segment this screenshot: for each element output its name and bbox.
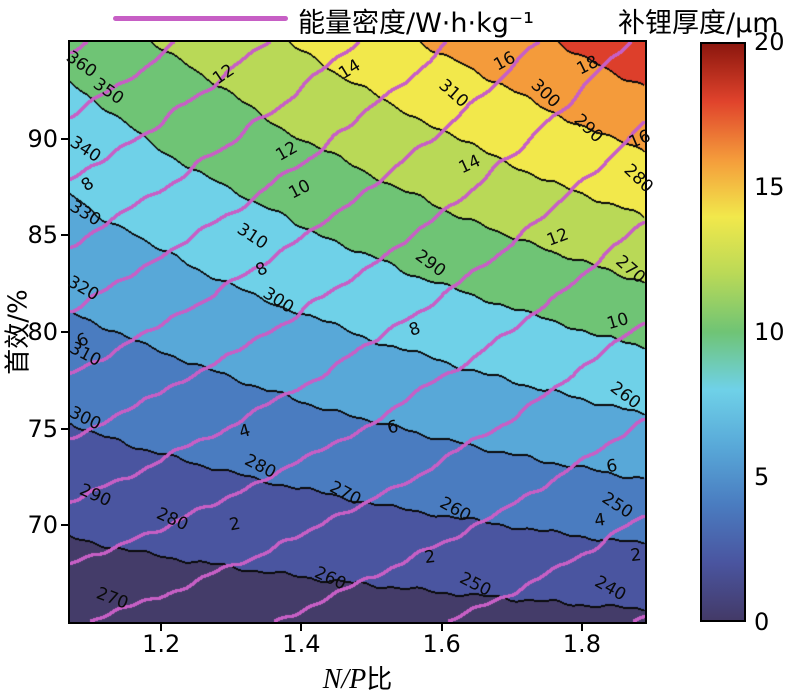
y-tick-label: 70 bbox=[27, 511, 58, 540]
colorbar-gradient bbox=[700, 42, 746, 622]
energy-contour-label: 320 bbox=[64, 272, 103, 306]
contour-plot: 8 12 14 16 18 16 12 10 14 12 8 10 8 6 6 4 6 4 2 2 2 360 350 340… bbox=[62, 40, 657, 624]
x-axis-title-np: N/P bbox=[322, 664, 367, 695]
energy-contour-label: 280 bbox=[152, 503, 191, 535]
y-tick-mark bbox=[61, 137, 68, 140]
thickness-contour-label: 16 bbox=[626, 126, 654, 153]
y-tick-label: 85 bbox=[27, 221, 58, 250]
colorbar-title: 补锂厚度/μm bbox=[618, 8, 779, 39]
thickness-contour-label: 12 bbox=[544, 224, 572, 251]
energy-contour-label: 260 bbox=[311, 563, 350, 595]
thickness-contour-label: 2 bbox=[629, 545, 643, 567]
energy-contour-label: 260 bbox=[436, 492, 475, 527]
thickness-contour-label: 8 bbox=[406, 318, 424, 341]
thickness-contour-label: 12 bbox=[272, 137, 301, 166]
energy-contour-label: 350 bbox=[89, 74, 128, 110]
energy-density-legend-line bbox=[113, 16, 288, 21]
colorbar-tick-label: 0 bbox=[754, 608, 770, 636]
thickness-contour-label: 6 bbox=[385, 416, 401, 439]
energy-contour-label: 260 bbox=[605, 377, 644, 414]
y-tick-label: 90 bbox=[27, 124, 58, 153]
thickness-contour-label: 10 bbox=[285, 175, 314, 204]
energy-contour-label: 270 bbox=[326, 477, 365, 511]
energy-contour-label: 290 bbox=[76, 480, 115, 512]
thickness-contour-label: 4 bbox=[237, 420, 254, 443]
x-tick-mark bbox=[440, 624, 443, 631]
x-tick-label: 1.2 bbox=[142, 630, 181, 658]
energy-contour-label: 340 bbox=[65, 132, 105, 168]
thickness-contour-label: 8 bbox=[252, 258, 271, 281]
energy-contour-label: 240 bbox=[591, 572, 630, 606]
y-tick-label: 80 bbox=[27, 318, 58, 346]
thickness-contour-label: 4 bbox=[593, 510, 607, 532]
energy-contour-label: 270 bbox=[611, 251, 650, 288]
thickness-contour-label: 2 bbox=[422, 546, 437, 569]
thickness-contour-label: 2 bbox=[227, 513, 242, 536]
contour-labels-layer: 8 12 14 16 18 16 12 10 14 12 8 10 8 6 6 4 6 4 2 2 2 360 350 340… bbox=[62, 42, 657, 622]
energy-contour-label: 360 bbox=[61, 47, 100, 83]
thickness-contour-label: 14 bbox=[335, 55, 364, 84]
thickness-contour-label: 16 bbox=[490, 47, 519, 76]
thickness-contour-label: 8 bbox=[77, 173, 98, 196]
thickness-contour-label: 12 bbox=[209, 60, 239, 89]
energy-density-legend-label: 能量密度/W·h·kg⁻¹ bbox=[298, 8, 534, 39]
energy-contour-label: 300 bbox=[259, 283, 298, 318]
thickness-contour-label: 10 bbox=[604, 308, 631, 335]
y-tick-mark bbox=[61, 524, 68, 527]
colorbar-tick-label: 5 bbox=[754, 463, 770, 491]
x-axis-title-suffix: 比 bbox=[366, 665, 393, 695]
y-tick-label: 75 bbox=[27, 414, 58, 443]
energy-contour-label: 290 bbox=[569, 110, 608, 148]
colorbar-tick-label: 15 bbox=[754, 173, 785, 201]
energy-contour-label: 280 bbox=[619, 160, 657, 198]
energy-contour-label: 310 bbox=[233, 219, 272, 255]
energy-contour-label: 300 bbox=[65, 402, 104, 435]
x-tick-mark bbox=[580, 624, 583, 631]
energy-contour-label: 330 bbox=[65, 196, 105, 231]
x-tick-mark bbox=[160, 624, 163, 631]
x-tick-mark bbox=[300, 624, 303, 631]
thickness-contour-label: 18 bbox=[573, 51, 603, 80]
x-tick-label: 1.8 bbox=[562, 630, 601, 658]
energy-contour-label: 310 bbox=[65, 338, 104, 372]
energy-contour-label: 250 bbox=[456, 568, 495, 602]
energy-contour-label: 290 bbox=[411, 246, 450, 282]
energy-contour-label: 300 bbox=[526, 75, 564, 113]
energy-contour-label: 270 bbox=[93, 583, 131, 614]
contour-plot-canvas bbox=[70, 42, 645, 622]
colorbar-tick-label: 10 bbox=[754, 318, 785, 346]
y-axis-title: 首效/% bbox=[3, 289, 34, 375]
y-tick-mark bbox=[61, 234, 68, 237]
colorbar-tick-label: 20 bbox=[754, 28, 785, 56]
y-tick-mark bbox=[61, 427, 68, 430]
thickness-contour-label: 14 bbox=[455, 150, 484, 179]
energy-contour-label: 310 bbox=[434, 75, 472, 113]
thickness-contour-label: 6 bbox=[604, 456, 620, 478]
x-tick-label: 1.4 bbox=[282, 630, 321, 658]
y-tick-mark bbox=[61, 331, 68, 333]
x-axis-title: N/P比 bbox=[70, 659, 645, 696]
x-tick-label: 1.6 bbox=[422, 630, 461, 658]
energy-contour-label: 280 bbox=[241, 450, 280, 484]
